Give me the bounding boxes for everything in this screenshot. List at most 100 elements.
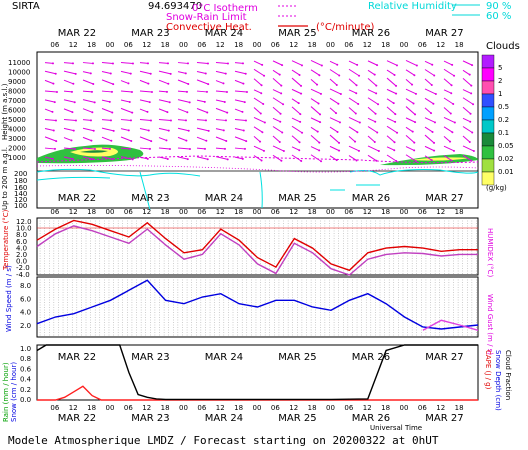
wind-arrow bbox=[462, 154, 472, 162]
wind-arrow-head bbox=[411, 83, 414, 86]
height-hour-tick: 00 bbox=[326, 208, 335, 216]
wind-arrow-head bbox=[394, 113, 397, 116]
wind-arrow-head bbox=[412, 102, 415, 105]
wind-arrow-head bbox=[320, 160, 323, 163]
wind-arrow bbox=[405, 146, 415, 151]
legend-humidity-90: 90 % bbox=[486, 1, 511, 12]
wind-arrow-head bbox=[377, 103, 380, 106]
rain-hour-tick: 12 bbox=[142, 404, 151, 412]
wind-arrow bbox=[196, 71, 206, 74]
wind-arrow bbox=[120, 147, 131, 150]
rain-hour-tick: 00 bbox=[179, 404, 188, 412]
wind-arrow bbox=[443, 145, 455, 152]
wind-arrow bbox=[82, 90, 93, 93]
rain-hour-tick: 12 bbox=[436, 404, 445, 412]
wind-arrow bbox=[177, 119, 187, 121]
wind-arrow bbox=[291, 154, 302, 162]
wind-arrow-head bbox=[281, 131, 284, 134]
wind-arrow-head bbox=[206, 62, 209, 65]
wind-arrow-head bbox=[338, 74, 341, 77]
wind-arrow-head bbox=[93, 101, 96, 104]
wind-arrow bbox=[215, 61, 228, 65]
wind-arrow bbox=[101, 136, 112, 142]
wind-arrow-head bbox=[222, 82, 225, 85]
wind-arrow bbox=[386, 146, 395, 151]
wind-arrow-head bbox=[319, 113, 322, 116]
wind-arrow bbox=[443, 68, 455, 77]
rain-panel-date: MAR 26 bbox=[352, 352, 390, 363]
wind-arrow bbox=[443, 60, 453, 66]
wind-arrow bbox=[101, 108, 113, 113]
height-tick-label: 200 bbox=[14, 170, 27, 178]
wind-arrow-head bbox=[319, 92, 322, 95]
wind-arrow-head bbox=[146, 110, 149, 113]
wind-arrow-head bbox=[355, 92, 358, 95]
wind-arrow bbox=[462, 60, 473, 66]
wind-arrow bbox=[462, 69, 470, 76]
wind-arrow bbox=[272, 89, 282, 94]
height-hour-tick: 18 bbox=[308, 208, 317, 216]
wind-arrow-head bbox=[55, 91, 58, 94]
colorbar-label: 5 bbox=[498, 64, 502, 72]
bottom-date-label: MAR 23 bbox=[131, 413, 169, 424]
wind-arrow-head bbox=[279, 112, 282, 115]
height-hour-tick: 06 bbox=[50, 208, 59, 216]
wind-arrow bbox=[63, 62, 74, 64]
wind-arrow bbox=[424, 97, 434, 105]
wind-arrow-head bbox=[431, 63, 434, 66]
wind-arrow-head bbox=[300, 159, 303, 162]
height-tick-label: 140 bbox=[14, 190, 27, 198]
wind-arrow-head bbox=[375, 84, 378, 87]
wind-arrow-head bbox=[223, 147, 226, 150]
wind-arrow-head bbox=[150, 91, 153, 94]
wind-arrow-head bbox=[91, 62, 94, 65]
height-hour-tick: 12 bbox=[363, 208, 372, 216]
height-sub-axis-label: Up to 200 m a.g.l. bbox=[1, 147, 9, 210]
wind-arrow-head bbox=[414, 92, 417, 95]
rain-hour-tick: 00 bbox=[326, 404, 335, 412]
colorbar-swatch bbox=[481, 158, 495, 173]
rain-hour-tick: 00 bbox=[400, 404, 409, 412]
wind-arrow-head bbox=[205, 139, 208, 142]
wind-arrow bbox=[101, 99, 110, 103]
wind-arrow-head bbox=[187, 129, 190, 132]
cloud-fraction-axis-label: Cloud Fraction bbox=[504, 350, 512, 400]
wind-arrow-head bbox=[185, 90, 188, 93]
wind-arrow-head bbox=[395, 92, 398, 95]
wind-arrow-head bbox=[319, 121, 322, 124]
wind-arrow bbox=[120, 107, 133, 114]
colorbar-swatch bbox=[481, 119, 495, 134]
wind-arrow bbox=[386, 117, 396, 123]
wind-arrow-head bbox=[395, 159, 398, 162]
wind-arrow bbox=[367, 117, 376, 123]
wind-arrow-head bbox=[72, 129, 75, 132]
wind-arrow-head bbox=[262, 102, 265, 105]
wind-arrow-head bbox=[166, 62, 169, 65]
colorbar-swatch bbox=[481, 145, 495, 160]
wind-arrow-head bbox=[414, 121, 417, 124]
wind-arrow-head bbox=[297, 102, 300, 105]
wind-arrow-head bbox=[149, 72, 152, 75]
rain-hour-tick: 18 bbox=[381, 404, 390, 412]
wind-arrow-head bbox=[470, 159, 473, 162]
wind-arrow-head bbox=[111, 111, 114, 114]
wind-arrow bbox=[120, 156, 133, 160]
rain-hour-tick: 06 bbox=[271, 404, 280, 412]
wind-arrow bbox=[158, 90, 168, 93]
wind-arrow-head bbox=[358, 121, 361, 124]
wind-arrow bbox=[120, 99, 130, 103]
wind-arrow-head bbox=[203, 100, 206, 103]
wind-arrow-head bbox=[129, 72, 132, 75]
wind-arrow-head bbox=[127, 82, 130, 85]
forecast-footer: Modele Atmospherique LMDZ / Forecast sta… bbox=[8, 434, 439, 447]
wind-arrow bbox=[82, 147, 95, 150]
wind-arrow bbox=[310, 146, 320, 151]
wind-arrow-head bbox=[280, 84, 283, 87]
wind-arrow bbox=[291, 135, 300, 143]
wind-arrow-head bbox=[204, 119, 207, 122]
wind-arrow bbox=[139, 90, 152, 93]
height-panel-date: MAR 27 bbox=[425, 193, 463, 204]
wind-arrow bbox=[139, 136, 152, 142]
height-tick-label: 1000 bbox=[8, 154, 26, 162]
wind-arrow bbox=[367, 69, 375, 76]
